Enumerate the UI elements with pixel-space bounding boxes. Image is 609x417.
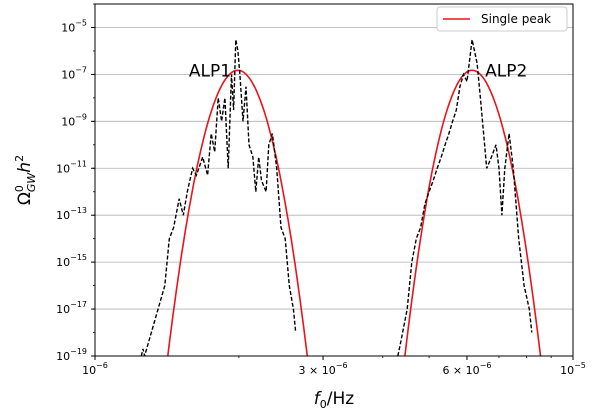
legend: Single peak <box>436 6 568 32</box>
y-tick-label-0: 10−19 <box>56 347 87 363</box>
y-tick-label-2: 10−15 <box>56 253 87 269</box>
x-axis: 10−6 3 × 10−6 6 × 10−6 10−5 <box>82 356 586 377</box>
series-layer <box>140 39 542 356</box>
x-tick-label-2: 6 × 10−6 <box>442 361 491 377</box>
y-axis: 10−19 10−17 10−15 10−13 10−11 10−9 10−7 10−5 <box>56 3 95 363</box>
y-tick-label-7: 10−5 <box>61 18 87 34</box>
y-tick-label-6: 10−7 <box>61 65 87 81</box>
x-axis-label: f0/Hz <box>314 389 355 411</box>
legend-label-single-peak: Single peak <box>481 12 551 26</box>
annotation-alp2: ALP2 <box>485 61 527 81</box>
y-axis-label: Ω0GWh2 <box>13 155 38 205</box>
gridlines <box>95 27 573 357</box>
plot-frame <box>94 3 574 357</box>
series-single-peak <box>167 69 542 356</box>
y-tick-label-3: 10−13 <box>56 206 87 222</box>
legend-box <box>436 6 568 32</box>
x-tick-label-3: 10−5 <box>560 361 586 377</box>
y-tick-label-4: 10−11 <box>56 159 87 175</box>
x-tick-label-0: 10−6 <box>82 361 108 377</box>
y-tick-label-5: 10−9 <box>61 112 87 128</box>
x-tick-label-1: 3 × 10−6 <box>299 361 348 377</box>
y-tick-label-1: 10−17 <box>56 300 87 316</box>
annotation-alp1: ALP1 <box>189 61 231 81</box>
series-dashed-spectrum <box>140 39 533 356</box>
